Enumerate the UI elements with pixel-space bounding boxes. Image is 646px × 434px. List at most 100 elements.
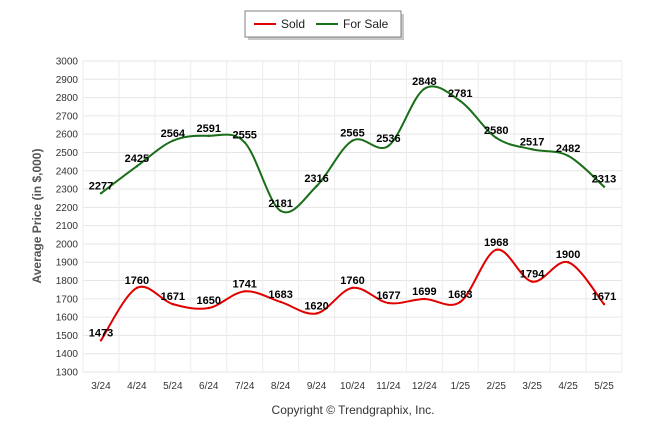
sold-data-label: 1671 — [161, 291, 185, 303]
for-sale-point — [243, 141, 246, 144]
for-sale-point — [99, 192, 103, 195]
series — [99, 85, 606, 342]
sold-point — [279, 300, 282, 304]
x-tick-label: 2/25 — [486, 381, 506, 392]
x-tick-label: 3/25 — [522, 381, 542, 392]
for-sale-data-label: 2591 — [197, 123, 221, 135]
y-tick-label: 1700 — [56, 294, 79, 305]
x-tick-label: 6/24 — [199, 381, 219, 392]
grid — [82, 60, 623, 373]
x-tick-label: 7/24 — [235, 381, 255, 392]
sold-point — [135, 286, 139, 290]
y-tick-label: 2700 — [56, 111, 79, 122]
sold-data-label: 1671 — [592, 291, 616, 303]
for-sale-data-label: 2313 — [592, 174, 616, 186]
y-tick-label: 1400 — [56, 349, 79, 360]
sold-point — [530, 280, 534, 283]
for-sale-data-label: 2564 — [161, 128, 186, 140]
x-tick-label: 9/24 — [307, 381, 327, 392]
sold-point — [566, 261, 570, 264]
sold-point — [315, 312, 318, 315]
y-tick-label: 1900 — [56, 258, 79, 269]
for-sale-line — [100, 85, 605, 214]
y-tick-label: 2500 — [56, 148, 79, 159]
sold-data-label: 1968 — [484, 237, 508, 249]
sold-data-label: 1699 — [412, 286, 436, 298]
y-tick-label: 1300 — [56, 368, 79, 379]
for-sale-point — [135, 164, 139, 168]
axis-ticks: 1300 1400 1500 1600 1700 1800 1900 2000 2100 2200… — [56, 57, 614, 393]
x-tick-label: 3/24 — [91, 381, 111, 392]
x-tick-label: 1/25 — [451, 381, 471, 392]
y-tick-label: 2000 — [56, 239, 79, 250]
sold-point — [459, 300, 462, 304]
for-sale-data-label: 2425 — [125, 153, 149, 165]
sold-data-label: 1683 — [268, 289, 292, 301]
x-tick-label: 5/24 — [163, 381, 183, 392]
for-sale-point — [207, 134, 210, 138]
for-sale-point — [315, 184, 318, 188]
for-sale-point — [351, 139, 354, 142]
for-sale-point — [602, 185, 606, 188]
sold-data-label: 1650 — [197, 295, 221, 307]
for-sale-data-label: 2580 — [484, 125, 508, 137]
for-sale-data-label: 2555 — [232, 129, 256, 141]
for-sale-point — [279, 209, 282, 213]
for-sale-point — [387, 144, 390, 148]
sold-data-label: 1760 — [125, 275, 149, 287]
y-tick-label: 2800 — [56, 93, 79, 104]
x-tick-label: 5/25 — [594, 381, 614, 392]
for-sale-data-label: 2316 — [304, 173, 328, 185]
sold-data-label: 1794 — [520, 269, 545, 281]
y-tick-label: 1500 — [56, 331, 79, 342]
sold-point — [602, 302, 606, 306]
sold-data-label: 1683 — [448, 289, 472, 301]
for-sale-point — [459, 99, 462, 103]
legend-sold-label: Sold — [281, 17, 305, 31]
y-tick-label: 3000 — [56, 57, 79, 68]
sold-data-label: 1760 — [340, 275, 364, 287]
x-tick-label: 10/24 — [340, 381, 365, 392]
for-sale-data-label: 2848 — [412, 76, 436, 88]
for-sale-data-label: 2482 — [556, 143, 580, 155]
x-tick-label: 8/24 — [271, 381, 291, 392]
data-labels: 1473 1760 1671 1650 1741 1683 1620 1760 1677 1699… — [89, 76, 617, 340]
for-sale-point — [495, 136, 498, 140]
sold-point — [387, 301, 390, 305]
for-sale-point — [423, 87, 426, 91]
sold-point — [351, 286, 354, 290]
sold-point — [99, 339, 103, 342]
for-sale-data-label: 2277 — [89, 180, 113, 192]
copyright-text: Copyright © Trendgraphix, Inc. — [272, 403, 435, 417]
x-tick-label: 4/24 — [127, 381, 147, 392]
sold-data-label: 1900 — [556, 249, 580, 261]
legend-for-sale-label: For Sale — [343, 17, 389, 31]
y-tick-label: 2100 — [56, 221, 79, 232]
for-sale-data-label: 2781 — [448, 88, 472, 100]
sold-point — [207, 306, 210, 310]
y-tick-label: 2400 — [56, 166, 79, 177]
for-sale-data-label: 2565 — [340, 128, 364, 140]
y-axis-title: Average Price (in $,000) — [30, 149, 44, 284]
sold-point — [171, 302, 175, 306]
x-tick-label: 12/24 — [412, 381, 437, 392]
sold-point — [495, 248, 498, 251]
sold-data-label: 1473 — [89, 327, 113, 339]
for-sale-data-label: 2181 — [268, 198, 292, 210]
y-tick-label: 2900 — [56, 75, 79, 86]
sold-point — [423, 297, 426, 301]
x-tick-label: 4/25 — [558, 381, 578, 392]
for-sale-point — [566, 154, 570, 157]
y-tick-label: 2200 — [56, 203, 79, 214]
sold-data-label: 1620 — [304, 300, 328, 312]
sold-data-label: 1741 — [232, 278, 256, 290]
for-sale-point — [530, 148, 534, 151]
y-tick-label: 1600 — [56, 313, 79, 324]
sold-data-label: 1677 — [376, 290, 400, 302]
for-sale-data-label: 2536 — [376, 133, 400, 145]
y-tick-label: 1800 — [56, 276, 79, 287]
sold-point — [243, 290, 246, 293]
legend: Sold For Sale — [244, 10, 404, 40]
